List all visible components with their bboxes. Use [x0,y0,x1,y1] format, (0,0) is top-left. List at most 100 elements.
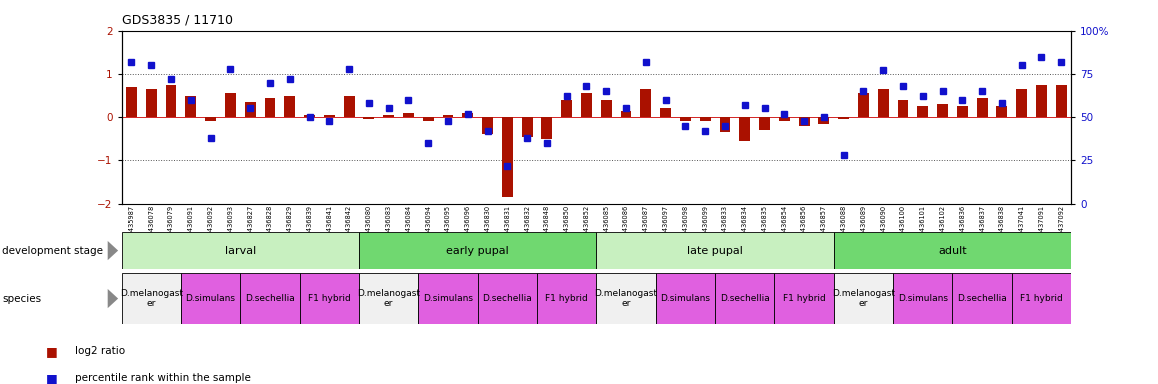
Text: GSM436094: GSM436094 [425,205,431,245]
Text: GSM436832: GSM436832 [525,205,530,245]
Text: GSM436842: GSM436842 [346,205,352,245]
Bar [596,232,834,269]
Text: GSM436828: GSM436828 [267,205,273,245]
Bar [205,117,217,121]
Bar [917,106,929,117]
Text: GSM436091: GSM436091 [188,205,193,245]
Text: ■: ■ [46,345,58,358]
Text: early pupal: early pupal [446,245,510,256]
Text: GSM436088: GSM436088 [841,205,846,245]
Text: GSM436834: GSM436834 [742,205,748,245]
Bar [423,117,433,121]
Bar [719,117,731,132]
Text: D.sechellia: D.sechellia [483,294,533,303]
Bar [359,273,418,324]
Text: GSM436838: GSM436838 [999,205,1005,245]
Text: F1 hybrid: F1 hybrid [783,294,826,303]
Text: species: species [2,293,42,304]
Text: GSM436830: GSM436830 [484,205,491,245]
Text: GSM436096: GSM436096 [464,205,471,245]
Bar [403,113,413,117]
Text: F1 hybrid: F1 hybrid [545,294,588,303]
Text: D.simulans: D.simulans [897,294,947,303]
Bar [1017,89,1027,117]
Bar [185,96,196,117]
Text: GSM436098: GSM436098 [682,205,688,245]
Bar [324,115,335,117]
Bar [897,100,908,117]
Text: larval: larval [225,245,256,256]
Bar [244,102,256,117]
Text: GSM436087: GSM436087 [643,205,648,245]
Text: F1 hybrid: F1 hybrid [308,294,351,303]
Bar [364,117,374,119]
Bar [714,273,775,324]
Text: GSM436827: GSM436827 [247,205,254,245]
Bar [462,113,474,117]
Bar [181,273,241,324]
Text: GSM436852: GSM436852 [584,205,589,245]
Text: ■: ■ [46,372,58,384]
Bar [240,273,300,324]
Bar [799,117,809,126]
Text: D.simulans: D.simulans [423,294,472,303]
Text: GSM436089: GSM436089 [860,205,866,245]
Text: GSM437092: GSM437092 [1058,205,1064,245]
Text: GSM437041: GSM437041 [1019,205,1025,245]
Bar [621,111,631,117]
Bar [522,117,533,137]
Text: D.sechellia: D.sechellia [245,294,295,303]
Bar [858,93,868,117]
Bar [838,117,849,119]
Text: D.melanogast
er: D.melanogast er [831,289,895,308]
Text: GSM436850: GSM436850 [564,205,570,245]
Bar [122,232,359,269]
Bar [779,117,790,121]
Bar [680,117,691,121]
Text: GSM436084: GSM436084 [405,205,411,245]
Text: GSM436102: GSM436102 [939,205,946,245]
Bar [264,98,276,117]
Text: development stage: development stage [2,245,103,256]
Bar [442,115,454,117]
Bar [126,87,137,117]
Text: GSM436100: GSM436100 [900,205,906,245]
Bar [581,93,592,117]
Bar [699,117,711,121]
Text: GSM436829: GSM436829 [287,205,293,245]
Bar [937,104,948,117]
Text: adult: adult [938,245,967,256]
Bar [1036,85,1047,117]
Bar [305,115,315,117]
Text: GSM436831: GSM436831 [505,205,511,245]
Bar [957,106,968,117]
Bar [383,115,394,117]
Bar [225,93,236,117]
Text: D.melanogast
er: D.melanogast er [594,289,658,308]
Text: GSM436854: GSM436854 [782,205,787,245]
Text: GSM436085: GSM436085 [603,205,609,245]
Bar [878,89,888,117]
Bar [1012,273,1071,324]
Bar [477,273,537,324]
Text: GSM436099: GSM436099 [702,205,709,245]
Bar [997,106,1007,117]
Text: GSM436839: GSM436839 [307,205,313,245]
Bar [1056,85,1067,117]
Bar [146,89,156,117]
Text: GSM436835: GSM436835 [762,205,768,245]
Bar [819,117,829,124]
Text: GSM437091: GSM437091 [1039,205,1045,245]
Text: GSM436101: GSM436101 [919,205,925,245]
Bar [562,100,572,117]
Bar [976,98,988,117]
Bar [542,117,552,139]
Text: GSM435987: GSM435987 [129,205,134,245]
Text: D.melanogast
er: D.melanogast er [119,289,183,308]
Bar [482,117,493,134]
Text: GSM436092: GSM436092 [207,205,213,245]
Text: log2 ratio: log2 ratio [75,346,125,356]
Text: GSM436078: GSM436078 [148,205,154,245]
Bar [601,100,611,117]
Text: GSM436083: GSM436083 [386,205,391,245]
